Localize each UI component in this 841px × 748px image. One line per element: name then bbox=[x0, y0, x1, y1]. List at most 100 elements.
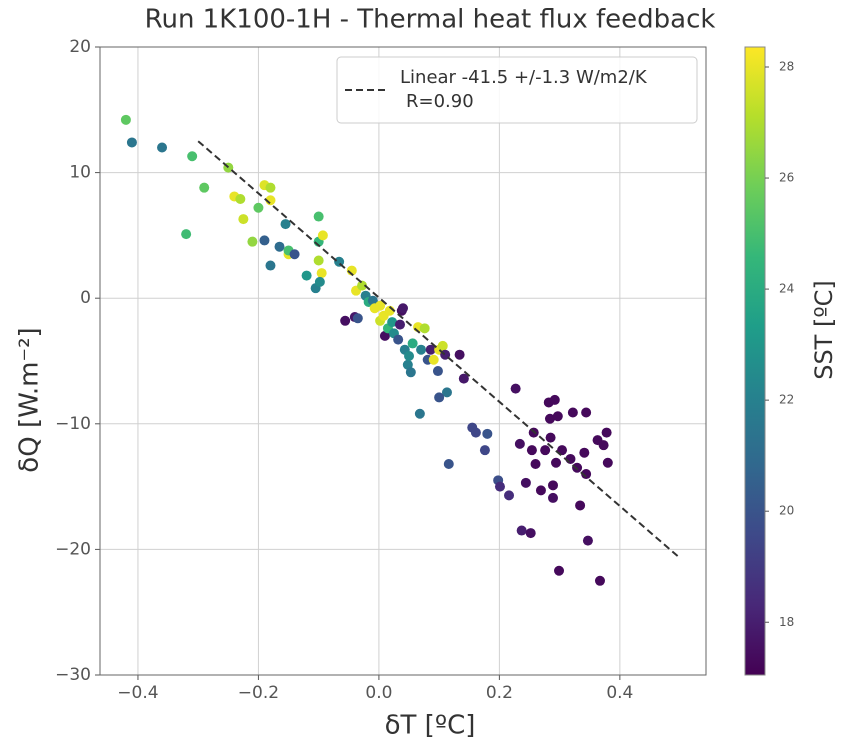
x-tick-label: −0.2 bbox=[238, 683, 279, 703]
x-tick-label: 0.4 bbox=[606, 683, 633, 703]
point bbox=[575, 500, 586, 511]
point bbox=[594, 575, 605, 586]
point bbox=[126, 137, 137, 148]
legend-box bbox=[336, 56, 698, 124]
point bbox=[247, 236, 258, 247]
point bbox=[181, 229, 192, 240]
point bbox=[235, 193, 246, 204]
point bbox=[265, 182, 276, 193]
point bbox=[265, 260, 276, 271]
point bbox=[367, 295, 378, 306]
point bbox=[419, 323, 430, 334]
point bbox=[375, 300, 386, 311]
colorbar-label: SST [ºC] bbox=[810, 280, 838, 380]
point bbox=[526, 445, 537, 456]
point bbox=[554, 565, 565, 576]
legend-label: Linear -41.5 +/-1.3 W/m2/K bbox=[400, 67, 648, 88]
point bbox=[352, 313, 363, 324]
point bbox=[425, 344, 436, 355]
legend-label: R=0.90 bbox=[406, 91, 474, 112]
point bbox=[289, 249, 300, 260]
y-tick-label: −30 bbox=[55, 665, 91, 685]
y-tick-label: −20 bbox=[55, 539, 91, 559]
point bbox=[428, 354, 439, 365]
x-tick-label: −0.4 bbox=[117, 683, 158, 703]
point bbox=[551, 457, 562, 468]
point bbox=[479, 445, 490, 456]
point bbox=[516, 525, 527, 536]
point bbox=[394, 319, 405, 330]
point bbox=[313, 211, 324, 222]
point bbox=[581, 407, 592, 418]
y-tick-label: −10 bbox=[55, 414, 91, 434]
point bbox=[280, 219, 291, 230]
point bbox=[545, 432, 556, 443]
point bbox=[567, 407, 578, 418]
point bbox=[414, 408, 425, 419]
point bbox=[470, 427, 481, 438]
point bbox=[416, 344, 427, 355]
point bbox=[404, 350, 415, 361]
point bbox=[547, 480, 558, 491]
point bbox=[187, 151, 198, 162]
point bbox=[238, 214, 249, 225]
point bbox=[317, 230, 328, 241]
point bbox=[434, 392, 445, 403]
colorbar-tick-label: 20 bbox=[779, 504, 794, 518]
point bbox=[316, 268, 327, 279]
y-tick-label: 0 bbox=[80, 288, 91, 308]
point bbox=[454, 349, 465, 360]
y-axis-label: δQ [W.m⁻²] bbox=[15, 327, 45, 472]
point bbox=[405, 367, 416, 378]
point bbox=[301, 270, 312, 281]
colorbar-tick-label: 18 bbox=[779, 615, 794, 629]
point bbox=[549, 394, 560, 405]
point bbox=[443, 458, 454, 469]
point bbox=[458, 373, 469, 384]
point bbox=[547, 492, 558, 503]
point bbox=[393, 334, 404, 345]
point bbox=[120, 114, 131, 125]
point bbox=[259, 235, 270, 246]
point bbox=[407, 338, 418, 349]
x-tick-label: 0.0 bbox=[365, 683, 392, 703]
point bbox=[504, 490, 515, 501]
point bbox=[398, 303, 408, 314]
point bbox=[579, 447, 590, 458]
point bbox=[402, 359, 413, 370]
point bbox=[601, 427, 612, 438]
point bbox=[514, 438, 525, 449]
point bbox=[540, 445, 551, 456]
point bbox=[253, 202, 264, 213]
point bbox=[379, 330, 390, 341]
y-tick-label: 10 bbox=[69, 163, 91, 183]
point bbox=[494, 481, 505, 492]
point bbox=[510, 383, 521, 394]
point bbox=[535, 485, 546, 496]
colorbar bbox=[744, 46, 766, 676]
colorbar-tick-label: 22 bbox=[779, 393, 794, 407]
point bbox=[437, 340, 448, 351]
point bbox=[314, 276, 325, 287]
x-axis-label: δT [ºC] bbox=[385, 711, 476, 741]
x-tick-label: 0.2 bbox=[486, 683, 513, 703]
y-tick-label: 20 bbox=[69, 37, 91, 57]
point bbox=[544, 413, 555, 424]
point bbox=[525, 528, 536, 539]
point bbox=[602, 457, 613, 468]
plot-frame bbox=[99, 46, 707, 676]
point bbox=[199, 182, 210, 193]
point bbox=[157, 142, 168, 153]
point bbox=[582, 535, 593, 546]
point bbox=[387, 317, 398, 328]
chart-title: Run 1K100-1H - Thermal heat flux feedbac… bbox=[145, 5, 716, 35]
colorbar-tick-label: 24 bbox=[779, 282, 794, 296]
point bbox=[432, 366, 443, 377]
point bbox=[313, 255, 324, 266]
point bbox=[530, 458, 541, 469]
point bbox=[340, 315, 351, 326]
point bbox=[274, 241, 285, 252]
colorbar-tick-label: 26 bbox=[779, 171, 794, 185]
colorbar-tick-label: 28 bbox=[779, 59, 794, 73]
